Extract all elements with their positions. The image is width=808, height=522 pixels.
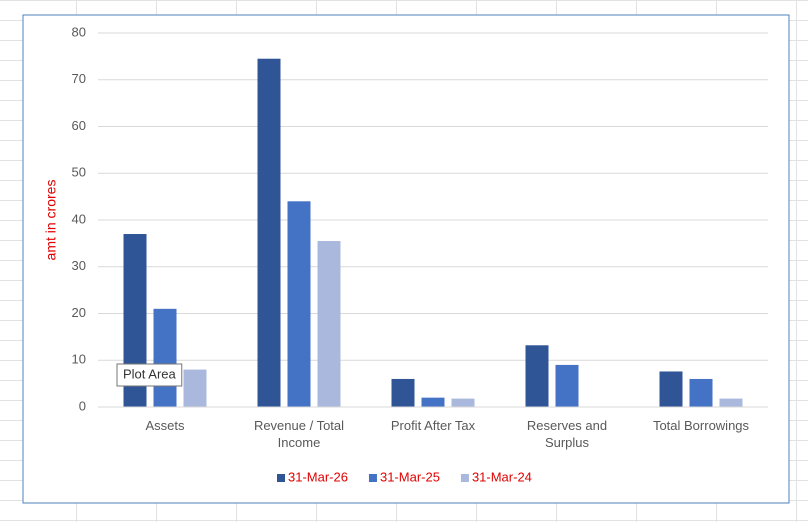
bar bbox=[689, 378, 713, 407]
x-tick-label-box: Total Borrowings bbox=[652, 418, 750, 433]
tooltip: Plot Area bbox=[123, 366, 177, 381]
bar bbox=[451, 398, 475, 407]
x-tick-label: Total Borrowings bbox=[652, 418, 750, 433]
x-tick-label: Profit After Tax bbox=[390, 418, 476, 433]
bar bbox=[153, 308, 177, 407]
x-tick-label: Reserves and Surplus bbox=[526, 418, 608, 450]
y-tick-label: 50 bbox=[72, 165, 86, 180]
y-tick-label: 80 bbox=[72, 24, 86, 39]
x-tick-label-box: Profit After Tax bbox=[390, 418, 476, 433]
y-tick-label: 60 bbox=[72, 118, 86, 133]
bar bbox=[525, 345, 549, 407]
bar bbox=[719, 398, 743, 407]
legend-label: 31-Mar-24 bbox=[472, 469, 532, 484]
x-tick-label-box: Assets bbox=[145, 418, 185, 433]
y-tick-label: 0 bbox=[79, 398, 86, 413]
legend-swatch bbox=[460, 474, 469, 482]
bar bbox=[421, 397, 445, 407]
legend-swatch bbox=[368, 474, 377, 482]
bar bbox=[183, 369, 207, 407]
legend-label: 31-Mar-26 bbox=[288, 469, 348, 484]
bar bbox=[287, 201, 311, 407]
y-tick-label: 40 bbox=[72, 211, 86, 226]
bar bbox=[391, 378, 415, 407]
x-tick-label-box: Reserves and Surplus bbox=[526, 418, 608, 450]
y-axis-label: amt in crores bbox=[43, 180, 59, 261]
legend-label: 31-Mar-25 bbox=[380, 469, 440, 484]
chart-area[interactable] bbox=[22, 14, 790, 504]
y-tick-label: 30 bbox=[72, 258, 86, 273]
x-tick-label: Revenue / Total Income bbox=[253, 418, 345, 450]
y-tick-label: 20 bbox=[72, 305, 86, 320]
x-tick-label: Assets bbox=[145, 418, 185, 433]
bar bbox=[257, 58, 281, 408]
bar bbox=[659, 371, 683, 407]
x-tick-label-box: Revenue / Total Income bbox=[253, 418, 345, 450]
tooltip-box bbox=[116, 363, 183, 387]
legend-swatch bbox=[277, 474, 285, 482]
bar bbox=[555, 364, 579, 407]
y-tick-label: 70 bbox=[72, 71, 86, 86]
bar bbox=[317, 241, 341, 407]
y-tick-label: 10 bbox=[72, 352, 86, 367]
